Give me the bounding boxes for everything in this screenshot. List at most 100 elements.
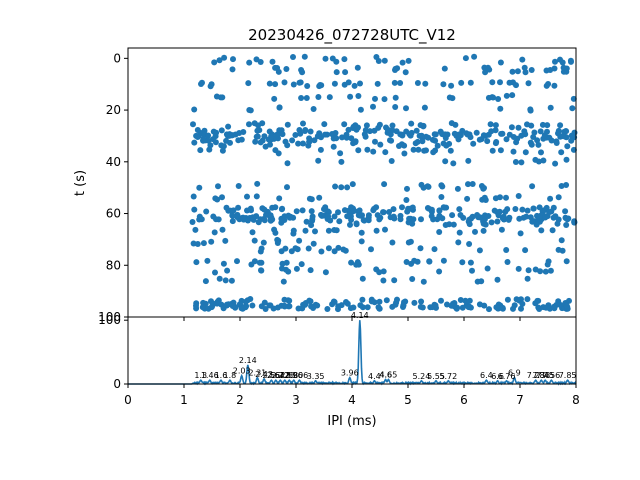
scatter-point [296, 237, 303, 244]
scatter-point [249, 302, 256, 309]
scatter-point [382, 149, 389, 156]
scatter-point [332, 183, 339, 190]
scatter-point [354, 64, 361, 71]
scatter-point [392, 301, 399, 308]
scatter-point [338, 158, 345, 165]
scatter-point [254, 133, 261, 140]
scatter-point [427, 304, 434, 311]
scatter-point [290, 81, 297, 88]
scatter-point [522, 69, 529, 76]
scatter-point [209, 303, 216, 309]
scatter-point [210, 128, 217, 135]
scatter-point [211, 59, 218, 66]
scatter-point [519, 300, 526, 307]
scatter-point [300, 140, 306, 147]
scatter-point [252, 138, 259, 145]
scatter-point [497, 59, 504, 66]
scatter-point [322, 131, 328, 138]
scatter-point [341, 207, 348, 214]
scatter-point [566, 297, 572, 304]
scatter-point [359, 296, 366, 303]
scatter-point [276, 104, 283, 111]
scatter-point [563, 222, 570, 228]
scatter-point [318, 248, 325, 255]
scatter-point [267, 141, 273, 148]
scatter-point [315, 94, 322, 100]
scatter-point [544, 261, 551, 268]
scatter-point [194, 134, 201, 140]
scatter-point [513, 139, 520, 146]
scatter-point [426, 205, 432, 212]
scatter-point [212, 269, 218, 276]
scatter-point [522, 149, 529, 156]
scatter-point [365, 217, 372, 224]
scatter-point [484, 265, 491, 272]
scatter-point [400, 302, 407, 309]
scatter-point [482, 69, 489, 76]
scatter-point [409, 220, 416, 227]
scatter-point [249, 229, 256, 236]
scatter-point [311, 137, 318, 144]
scatter-point [284, 121, 291, 128]
scatter-point [345, 79, 352, 86]
peak-label: 2.03 [233, 367, 251, 376]
scatter-point [372, 95, 378, 102]
scatter-point [486, 306, 492, 313]
scatter-point [390, 206, 397, 213]
scatter-point [490, 94, 497, 101]
scatter-point [487, 121, 494, 128]
scatter-point [199, 79, 205, 86]
scatter-point [542, 268, 549, 275]
scatter-point [373, 54, 380, 60]
scatter-point [418, 216, 424, 223]
scatter-point [432, 137, 439, 144]
scatter-point [563, 302, 570, 309]
scatter-point [202, 278, 209, 285]
peak-label: 6.76 [498, 372, 516, 381]
scatter-point [310, 240, 317, 247]
scatter-point [432, 131, 439, 138]
scatter-point [190, 240, 197, 247]
scatter-point [347, 93, 354, 100]
scatter-point [322, 55, 329, 62]
scatter-point [414, 138, 421, 145]
scatter-point [392, 65, 399, 72]
scatter-points [189, 53, 578, 313]
scatter-point [279, 265, 285, 272]
scatter-point [307, 128, 314, 135]
scatter-point [244, 217, 251, 224]
scatter-point [476, 247, 483, 254]
scatter-point [347, 221, 353, 228]
scatter-point [251, 258, 258, 265]
scatter-point [432, 302, 439, 309]
scatter-point [551, 305, 558, 312]
scatter-point [308, 303, 315, 310]
scatter-point [493, 139, 500, 145]
scatter-point [228, 277, 235, 284]
scatter-point [191, 139, 198, 146]
scatter-point [536, 306, 543, 312]
scatter-point [542, 214, 549, 221]
scatter-point [531, 129, 538, 136]
scatter-point [563, 156, 570, 163]
scatter-point [205, 137, 212, 144]
scatter-point [497, 79, 503, 86]
scatter-point [498, 226, 505, 233]
scatter-point [310, 106, 317, 112]
scatter-point [190, 193, 197, 200]
scatter-point [559, 247, 566, 254]
scatter-point [535, 158, 542, 165]
scatter-point [365, 212, 372, 219]
scatter-point [440, 204, 447, 211]
chart-title: 20230426_072728UTC_V12 [248, 26, 456, 45]
scatter-point [397, 131, 404, 138]
scatter-point [396, 143, 402, 149]
scatter-point [352, 138, 359, 145]
scatter-point [383, 297, 390, 304]
scatter-point [278, 219, 285, 226]
scatter-point [569, 105, 576, 112]
scatter-point [340, 246, 347, 253]
peak-label: 6.9 [508, 369, 521, 378]
scatter-point [301, 53, 308, 60]
scatter-ylabel: t (s) [73, 170, 88, 196]
